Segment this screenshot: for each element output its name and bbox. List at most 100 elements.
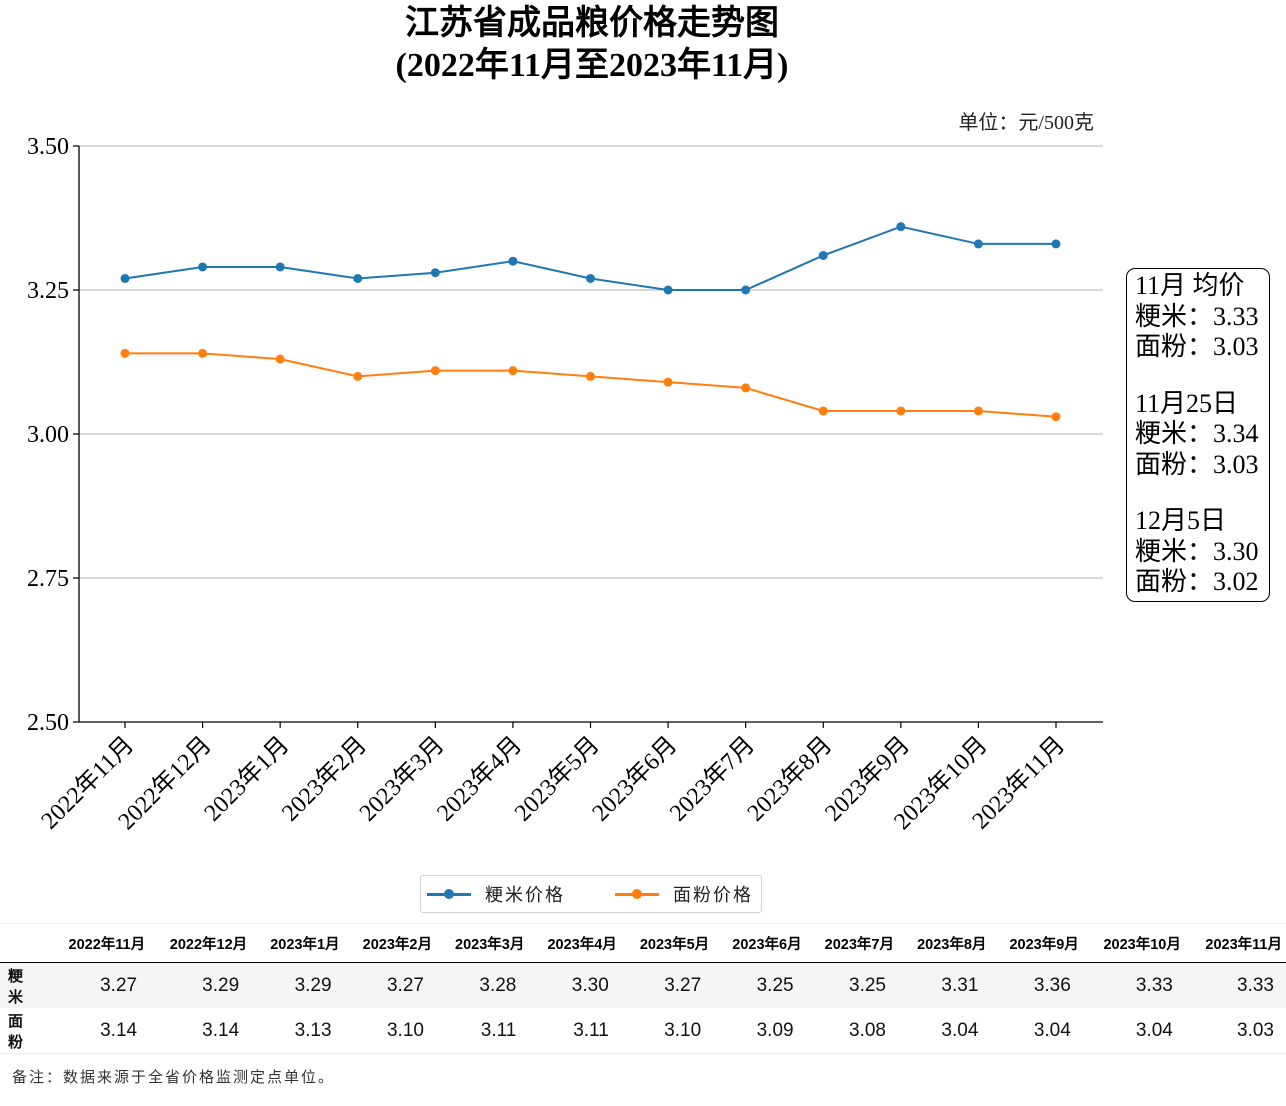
data-point (430, 366, 440, 376)
row-label: 面粉 (8, 1012, 24, 1051)
data-point (1051, 412, 1061, 422)
table-header: 2023年9月 (990, 923, 1083, 963)
data-point (896, 222, 906, 232)
table-row-flour: 面粉 3.14 3.14 3.13 3.10 3.11 3.11 3.10 3.… (0, 1008, 1286, 1054)
table-cell: 3.14 (202, 1019, 240, 1041)
table-cell: 3.04 (941, 1019, 979, 1041)
table-header: 2023年4月 (528, 923, 621, 963)
table-cell: 3.10 (664, 1019, 702, 1041)
info-flour: 面粉：3.03 (1135, 449, 1259, 479)
y-tick-label: 3.00 (27, 422, 69, 448)
table-cell: 3.11 (480, 1019, 517, 1041)
table-cell: 3.30 (528, 962, 621, 1008)
table-cell: 3.31 (897, 962, 991, 1008)
info-rice: 粳米：3.33 (1135, 301, 1259, 331)
x-axis-ticks: 2022年11月2022年12月2023年1月2023年2月2023年3月202… (36, 722, 1070, 835)
info-flour: 面粉：3.02 (1135, 567, 1259, 596)
legend-item-rice: 粳米价格 (421, 881, 565, 907)
table-cell: 3.14 (100, 1019, 138, 1041)
table-header: 2023年5月 (620, 923, 714, 963)
info-block-nov-average: 11月 均价 粳米：3.33 面粉：3.03 (1135, 271, 1269, 363)
data-point (663, 285, 673, 295)
legend-marker-flour (615, 888, 659, 899)
legend-marker-rice (427, 888, 471, 899)
data-point (586, 371, 595, 381)
footnote: 备注：数据来源于全省价格监测定点单位。 (12, 1068, 336, 1086)
chart-title: 江苏省成品粮价格走势图 (405, 5, 779, 42)
data-point (353, 371, 363, 381)
legend-label: 面粉价格 (673, 885, 753, 906)
data-point (275, 262, 285, 272)
table-cell: 3.25 (805, 962, 898, 1008)
table-header-row: 2022年11月 2022年12月 2023年1月 2023年2月 2023年3… (0, 923, 1286, 963)
table-header: 2023年1月 (251, 923, 344, 963)
table-cell: 3.28 (435, 962, 529, 1008)
info-rice: 粳米：3.34 (1135, 419, 1259, 448)
data-point (120, 273, 130, 283)
table-cell: 3.33 (1184, 962, 1286, 1008)
y-tick-label: 2.75 (27, 566, 69, 592)
table-cell: 3.29 (251, 962, 344, 1008)
data-point (741, 285, 751, 295)
row-label: 粳米 (0, 962, 48, 1008)
info-heading: 12月5日 (1135, 506, 1227, 535)
table-cell: 3.08 (849, 1019, 886, 1041)
y-tick-label: 2.50 (27, 710, 69, 736)
table-header: 2023年10月 (1082, 923, 1185, 963)
data-point (973, 406, 983, 416)
info-block-nov-25: 11月25日 粳米：3.34 面粉：3.03 (1135, 389, 1269, 481)
data-point (198, 262, 208, 272)
chart-subtitle: (2022年11月至2023年11月) (395, 47, 789, 84)
table-corner (0, 923, 48, 963)
data-point (818, 250, 828, 260)
data-point (353, 273, 363, 283)
data-point (508, 366, 518, 376)
data-point (198, 348, 208, 358)
data-point (741, 383, 751, 393)
data-point (1051, 239, 1061, 249)
table-cell: 3.04 (1033, 1019, 1071, 1041)
table-cell: 3.09 (756, 1019, 794, 1041)
chart-legend: 粳米价格 面粉价格 (420, 875, 762, 913)
info-heading: 11月25日 (1135, 388, 1239, 418)
table-cell: 3.33 (1082, 962, 1185, 1008)
table-cell: 3.03 (1237, 1019, 1274, 1041)
table-cell: 3.13 (294, 1019, 332, 1041)
series-line-flour (125, 352, 1057, 418)
table-cell: 3.04 (1135, 1019, 1173, 1041)
table-header: 2022年11月 (48, 923, 150, 963)
latest-prices-box: 11月 均价 粳米：3.33 面粉：3.03 11月25日 粳米：3.34 面粉… (1126, 268, 1270, 602)
table-header: 2023年3月 (435, 923, 529, 963)
table-header: 2023年6月 (713, 923, 806, 963)
info-rice: 粳米：3.30 (1135, 536, 1259, 566)
price-table: 2022年11月 2022年12月 2023年1月 2023年2月 2023年3… (0, 923, 1286, 1054)
data-point (275, 354, 285, 364)
data-point (120, 348, 130, 358)
table-cell: 3.27 (620, 962, 714, 1008)
info-heading: 11月 均价 (1135, 271, 1245, 300)
table-header: 2022年12月 (149, 923, 252, 963)
table-cell: 3.11 (573, 1019, 609, 1041)
unit-label: 单位：元/500克 (958, 112, 1094, 134)
info-block-dec-5: 12月5日 粳米：3.30 面粉：3.02 (1135, 506, 1269, 598)
series-lines (120, 222, 1061, 422)
table-header: 2023年8月 (897, 923, 991, 963)
legend-item-flour: 面粉价格 (609, 881, 753, 907)
data-point (430, 268, 440, 278)
data-point (508, 256, 518, 266)
info-flour: 面粉：3.03 (1135, 332, 1259, 361)
data-point (663, 377, 673, 387)
y-axis-ticks: 3.50 3.25 3.00 2.75 2.50 (27, 134, 79, 736)
table-cell: 3.10 (386, 1019, 424, 1041)
table-cell: 3.27 (48, 962, 150, 1008)
y-tick-label: 3.50 (27, 134, 69, 160)
data-point (973, 239, 983, 249)
table-cell: 3.25 (713, 962, 806, 1008)
data-point (586, 273, 595, 283)
table-cell: 3.29 (149, 962, 252, 1008)
table-cell: 3.27 (343, 962, 436, 1008)
data-point (896, 406, 906, 416)
table-row-rice: 粳米 3.27 3.29 3.29 3.27 3.28 3.30 3.27 3.… (0, 962, 1286, 1008)
table-header: 2023年7月 (805, 923, 898, 963)
table-header: 2023年2月 (343, 923, 436, 963)
